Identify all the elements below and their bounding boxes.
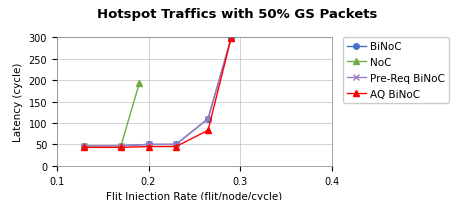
BiNoC bbox=[146, 143, 151, 146]
AQ BiNoC bbox=[173, 146, 179, 148]
AQ BiNoC bbox=[118, 146, 124, 149]
Legend: BiNoC, NoC, Pre-Req BiNoC, AQ BiNoC: BiNoC, NoC, Pre-Req BiNoC, AQ BiNoC bbox=[343, 38, 449, 103]
Line: BiNoC: BiNoC bbox=[82, 37, 234, 149]
BiNoC bbox=[228, 38, 234, 40]
Text: Hotspot Traffics with 50% GS Packets: Hotspot Traffics with 50% GS Packets bbox=[97, 8, 377, 21]
Pre-Req BiNoC bbox=[82, 145, 87, 147]
Line: AQ BiNoC: AQ BiNoC bbox=[82, 37, 234, 150]
NoC bbox=[118, 145, 124, 147]
Line: Pre-Req BiNoC: Pre-Req BiNoC bbox=[82, 37, 234, 149]
BiNoC bbox=[205, 118, 211, 120]
BiNoC bbox=[82, 145, 87, 147]
AQ BiNoC bbox=[228, 38, 234, 40]
X-axis label: Flit Injection Rate (flit/node/cycle): Flit Injection Rate (flit/node/cycle) bbox=[106, 191, 283, 200]
BiNoC bbox=[173, 143, 179, 146]
Pre-Req BiNoC bbox=[205, 118, 211, 120]
AQ BiNoC bbox=[146, 146, 151, 148]
AQ BiNoC bbox=[82, 146, 87, 149]
NoC bbox=[137, 82, 142, 85]
AQ BiNoC bbox=[205, 129, 211, 132]
Y-axis label: Latency (cycle): Latency (cycle) bbox=[13, 63, 23, 141]
Line: NoC: NoC bbox=[82, 81, 142, 149]
NoC bbox=[82, 145, 87, 147]
Pre-Req BiNoC bbox=[173, 143, 179, 146]
Pre-Req BiNoC bbox=[146, 143, 151, 146]
BiNoC bbox=[118, 145, 124, 147]
Pre-Req BiNoC bbox=[118, 145, 124, 147]
Pre-Req BiNoC bbox=[228, 38, 234, 40]
